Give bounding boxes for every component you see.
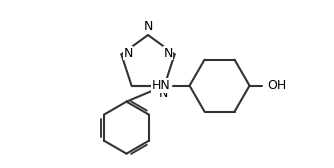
Text: N: N bbox=[163, 47, 173, 60]
Text: N: N bbox=[143, 20, 153, 33]
Text: HN: HN bbox=[152, 79, 171, 92]
Text: N: N bbox=[159, 87, 168, 100]
Text: OH: OH bbox=[268, 79, 287, 92]
Text: N: N bbox=[123, 47, 133, 60]
